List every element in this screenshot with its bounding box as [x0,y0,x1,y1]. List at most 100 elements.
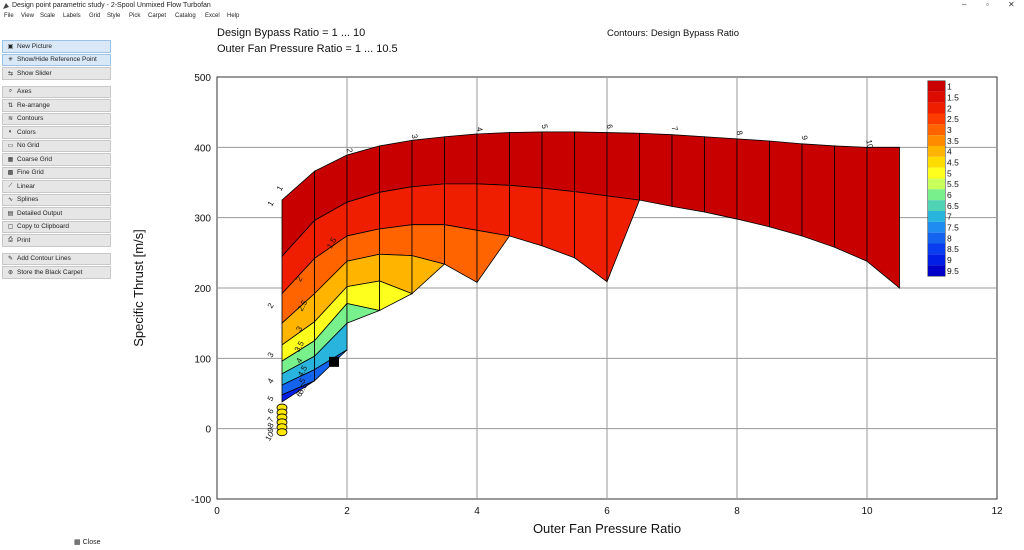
carpet-cell [379,186,413,230]
carpet-cell [444,133,478,185]
x-tick-label: 0 [214,506,220,517]
sidebar-item-axes[interactable]: ⌕ Axes [2,85,111,98]
fpr-curve-label: 4 [475,126,485,132]
sidebar-item-colors[interactable]: ◐ Colors [2,126,111,139]
menu-excel[interactable]: Excel [205,13,220,19]
bypass-ratio-range: Design Bypass Ratio = 1 ... 10 [217,27,366,39]
menu-help[interactable]: Help [227,13,240,19]
contour-value-label: 1 [275,184,285,193]
x-tick-label: 2 [344,506,350,517]
sidebar: ▣ New Picture ✳ Show/Hide Reference Point ⇆ S… [2,40,111,280]
fpr-curve-label: 2 [345,147,355,153]
fpr-curve-label: 9 [800,135,810,141]
legend-swatch [928,200,945,211]
menu-scale[interactable]: Scale [40,13,56,19]
legend-label: 5.5 [947,179,959,189]
sidebar-item-re-arrange[interactable]: ⇅ Re-arrange [2,99,111,112]
legend-label: 8 [947,233,952,243]
sidebar-item-label: Copy to Clipboard [17,223,70,231]
sidebar-item-contours[interactable]: ≋ Contours [2,112,111,125]
menu-catalog[interactable]: Catalog [175,13,196,19]
document-icon: ▤ [7,210,14,217]
carpet-cell [509,184,543,247]
close-button[interactable]: ▦ Close [74,538,100,546]
carpet-cell [769,140,803,237]
sidebar-item-show-hide-reference-point[interactable]: ✳ Show/Hide Reference Point [2,53,111,66]
coarse-grid-icon: ▦ [7,156,14,163]
fpr-curve-label: 5 [540,124,550,130]
sidebar-item-store-the-black-carpet[interactable]: ⊛ Store the Black Carpet [2,266,111,279]
sidebar-item-label: Print [17,236,31,244]
linear-icon: ⟋ [8,182,13,189]
legend-label: 1 [947,82,952,92]
printer-icon: ⎙ [8,236,13,243]
store-icon: ⊛ [7,269,14,276]
sidebar-item-no-grid[interactable]: ▭ No Grid [2,139,111,152]
sidebar-item-label: New Picture [17,42,53,50]
sidebar-item-show-slider[interactable]: ⇆ Show Slider [2,67,111,80]
add-contour-icon: ✎ [7,256,14,263]
x-axis-label: Outer Fan Pressure Ratio [533,521,681,536]
close-label: Close [82,539,101,546]
sidebar-item-print[interactable]: ⎙ Print [2,234,111,247]
sidebar-item-new-picture[interactable]: ▣ New Picture [2,40,111,53]
menu-grid[interactable]: Grid [89,13,101,19]
x-tick-label: 8 [734,506,740,517]
carpet-cell [476,229,511,284]
fpr-curve-label: 8 [735,130,745,136]
sidebar-item-detailed-output[interactable]: ▤ Detailed Output [2,207,111,220]
legend-swatch [928,156,945,168]
sidebar-item-fine-grid[interactable]: ▩ Fine Grid [2,166,111,179]
sidebar-item-splines[interactable]: ∿ Splines [2,193,111,206]
contour-value-label: 5 [298,376,308,385]
carpet-cell [379,224,413,257]
legend-label: 7 [947,212,952,222]
close-window-button[interactable]: ✕ [1008,0,1015,9]
menu-pick[interactable]: Pick [129,13,141,19]
legend-label: 5 [947,168,952,178]
legend-label: 3.5 [947,136,959,146]
menu-view[interactable]: View [21,13,34,19]
clipboard-icon: ▢ [7,224,14,231]
menu-carpet[interactable]: Carpet [148,13,167,19]
legend-label: 8.5 [947,244,959,254]
sun-icon: ✳ [7,57,14,64]
sidebar-item-label: Coarse Grid [17,155,53,163]
title-bar: Design point parametric study - 2-Spool … [0,0,1024,12]
contour-value-label: 3 [294,324,304,333]
carpet-cell [411,183,445,226]
minimize-button[interactable]: – [962,0,967,9]
menu-style[interactable]: Style [107,13,121,19]
y-tick-label: -100 [191,495,211,506]
x-tick-label: 12 [991,506,1003,517]
legend-label: 9.5 [947,266,959,276]
fine-grid-icon: ▩ [7,170,14,177]
sidebar-item-label: Contours [17,115,44,123]
picture-icon: ▣ [7,43,14,50]
sidebar-item-linear[interactable]: ⟋ Linear [2,180,111,193]
y-tick-label: 500 [194,73,211,84]
sidebar-item-label: Show Slider [17,69,52,77]
menu-labels[interactable]: Labels [63,13,81,19]
sidebar-item-label: Linear [17,182,36,190]
contours-icon: ≋ [7,116,14,123]
menu-file[interactable]: File [4,13,14,19]
fpr-curve-label: 10 [864,139,875,150]
legend-label: 6 [947,190,952,200]
sidebar-item-coarse-grid[interactable]: ▦ Coarse Grid [2,153,111,166]
sidebar-item-label: Fine Grid [17,169,44,177]
bpr-curve-label: 4 [266,376,276,385]
legend-label: 4.5 [947,158,959,168]
legend-swatch [928,211,945,222]
maximize-button[interactable]: ▫ [986,0,989,9]
sidebar-item-add-contour-lines[interactable]: ✎ Add Contour Lines [2,252,111,265]
carpet-cell [606,132,640,201]
sidebar-item-label: Re-arrange [17,101,50,109]
sidebar-item-copy-to-clipboard[interactable]: ▢ Copy to Clipboard [2,220,111,233]
y-tick-label: 200 [194,284,211,295]
y-tick-label: 400 [194,143,211,154]
bpr-curve-label: 7 [266,415,276,424]
carpet-cell [444,183,478,231]
carpet-cell [541,187,575,259]
legend-swatch [928,254,945,266]
